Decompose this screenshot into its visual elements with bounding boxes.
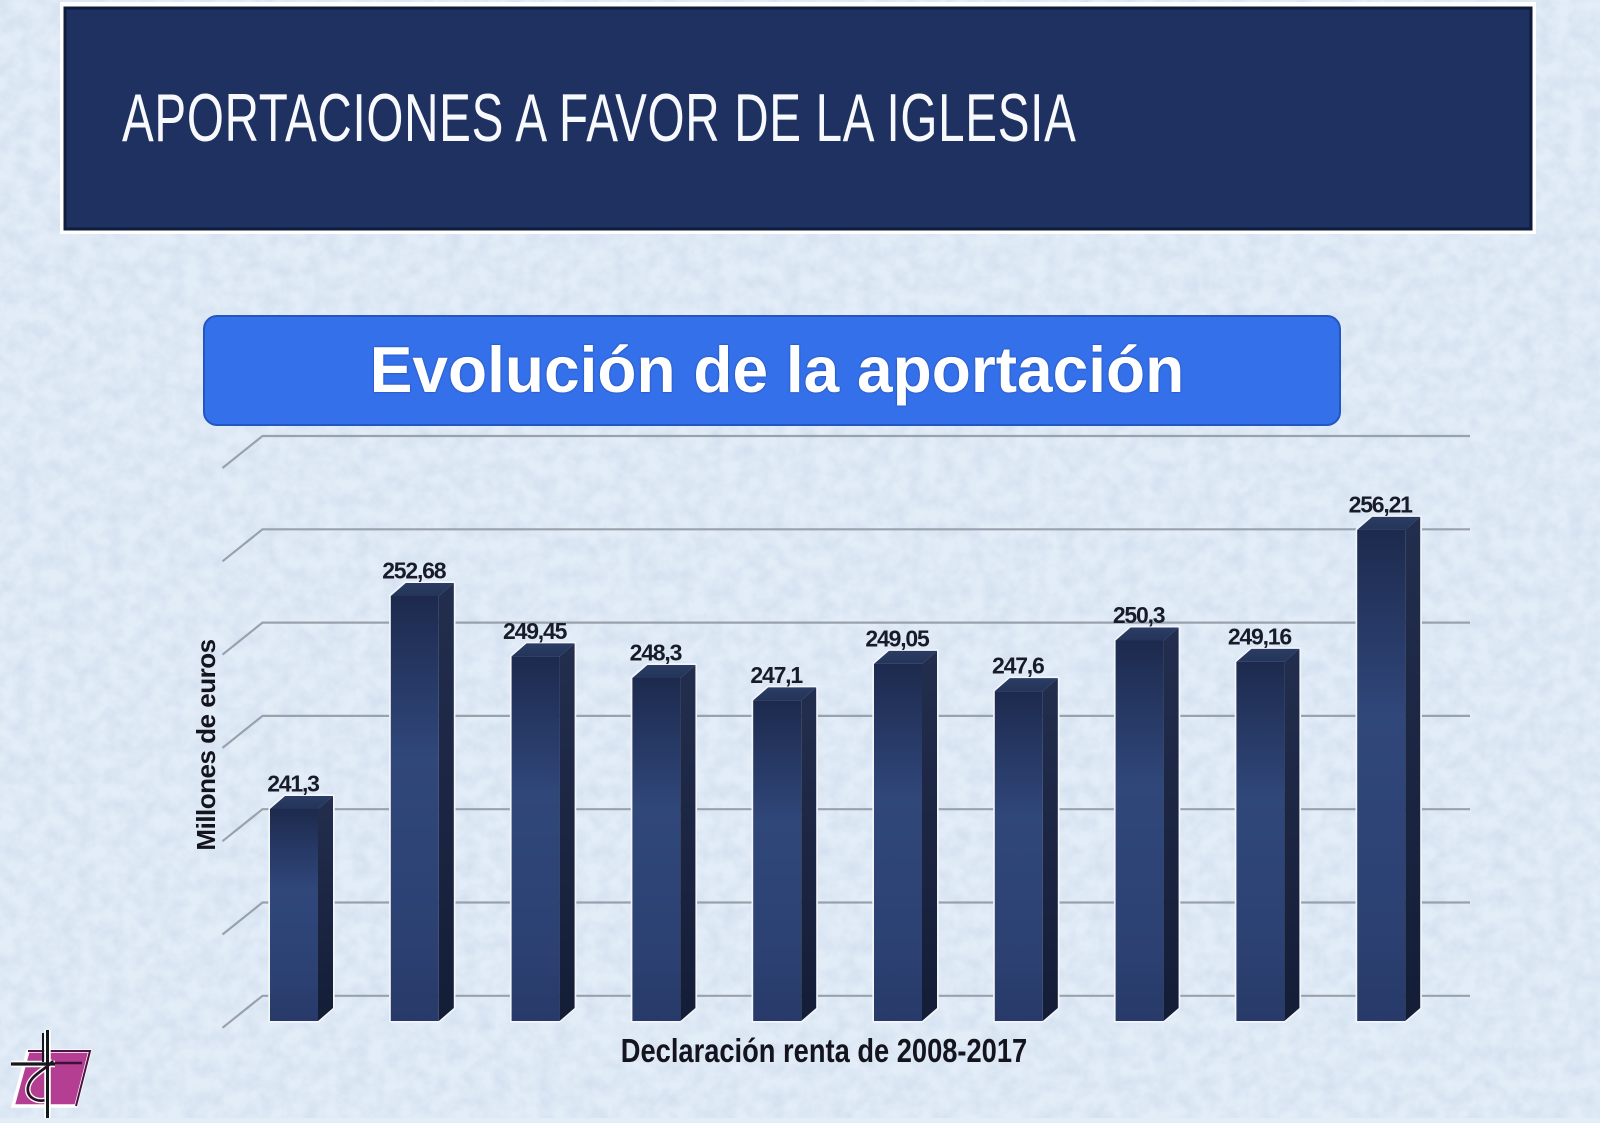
svg-text:247,1: 247,1 — [750, 662, 803, 688]
svg-text:248,3: 248,3 — [630, 640, 682, 666]
svg-text:249,45: 249,45 — [503, 618, 568, 644]
svg-text:256,21: 256,21 — [1349, 491, 1414, 517]
svg-text:241,3: 241,3 — [267, 771, 319, 797]
svg-text:250,3: 250,3 — [1113, 602, 1165, 628]
svg-text:252,68: 252,68 — [382, 558, 447, 584]
svg-text:247,6: 247,6 — [992, 653, 1044, 679]
svg-text:Declaración renta de 2008-2017: Declaración renta de 2008-2017 — [621, 1034, 1027, 1070]
svg-text:249,16: 249,16 — [1228, 623, 1292, 649]
svg-text:APORTACIONES A FAVOR DE LA IGL: APORTACIONES A FAVOR DE LA IGLESIA — [122, 81, 1077, 156]
svg-text:Millones de euros: Millones de euros — [191, 639, 221, 850]
svg-text:249,05: 249,05 — [865, 625, 930, 651]
svg-text:Evolución de la aportación: Evolución de la aportación — [370, 334, 1185, 407]
